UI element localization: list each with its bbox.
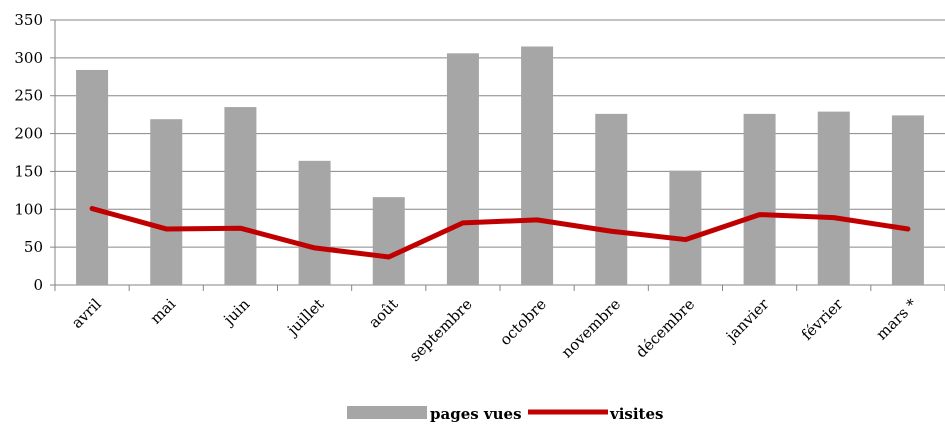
bar-pages-vues (818, 112, 850, 285)
x-tick-label: mai (147, 295, 180, 328)
x-tick-label: février (798, 295, 847, 344)
bar-pages-vues (299, 161, 331, 285)
x-tick-label: octobre (496, 295, 550, 349)
bar-pages-vues (595, 114, 627, 285)
legend-label-visites: visites (609, 405, 663, 423)
bar-pages-vues (669, 171, 701, 285)
bar-pages-vues (150, 119, 182, 285)
y-tick-label: 200 (14, 125, 43, 143)
y-tick-label: 100 (14, 200, 43, 218)
bar-series (76, 47, 924, 286)
bar-pages-vues (744, 114, 776, 285)
x-tick-label: août (365, 295, 402, 332)
bar-pages-vues (447, 53, 479, 285)
y-tick-label: 350 (14, 11, 43, 29)
bar-pages-vues (76, 70, 108, 285)
line-series (92, 208, 908, 257)
x-tick-label: avril (68, 295, 105, 332)
y-tick-label: 150 (14, 162, 43, 180)
y-tick-label: 50 (24, 238, 43, 256)
y-tick-label: 0 (33, 276, 43, 294)
x-tick-label: novembre (558, 295, 624, 361)
x-tick-label: juillet (282, 295, 327, 340)
y-tick-label: 250 (14, 87, 43, 105)
bar-pages-vues (224, 107, 256, 285)
x-tick-label: janvier (721, 295, 773, 347)
y-axis: 0 50 100 150 200 250 300 350 (14, 11, 55, 294)
gridlines (55, 20, 945, 247)
x-tick-label: mars * (872, 295, 921, 344)
bar-pages-vues (892, 115, 924, 285)
legend: pages vues visites (347, 405, 663, 423)
x-tick-label: septembre (406, 295, 476, 365)
bar-pages-vues (373, 197, 405, 285)
line-visites (92, 209, 908, 257)
bar-pages-vues (521, 47, 553, 286)
y-tick-label: 300 (14, 49, 43, 67)
legend-label-pages-vues: pages vues (430, 405, 522, 423)
x-tick-label: juin (219, 295, 254, 330)
legend-swatch-pages-vues (347, 406, 427, 419)
x-tick-label: décembre (632, 295, 698, 361)
